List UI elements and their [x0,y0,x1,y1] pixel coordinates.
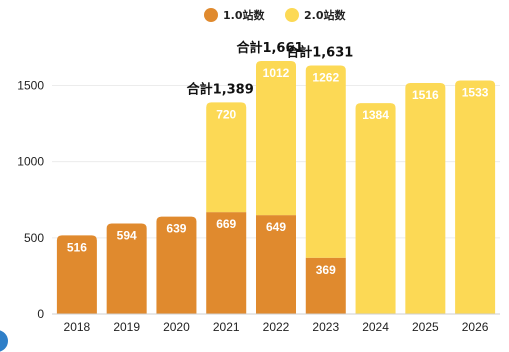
bar-value-label: 669 [216,217,236,231]
y-axis: 0 500 1000 1500 [17,78,44,321]
bar-value-label: 639 [166,222,186,236]
bar-segment [305,65,346,258]
bar-value-label: 649 [266,220,286,234]
bar-segment [305,257,346,314]
bar-segment [355,103,396,315]
bar-value-label: 1262 [312,71,339,85]
y-tick-label: 0 [37,307,44,321]
y-tick-label: 500 [24,231,44,245]
x-tick-label: 2025 [412,320,439,334]
bars: 516 594 639 669 720 649 1012 369 1262 1384 1516 153… [56,60,496,315]
x-tick-label: 2026 [462,320,489,334]
bar-segment [405,83,446,314]
y-tick-label: 1500 [17,78,44,92]
bar-value-label: 720 [216,107,236,121]
bar-segment [206,212,247,314]
x-tick-label: 2020 [163,320,190,334]
bar-segment [455,80,496,315]
legend-label-series-2: 2.0站数 [304,8,346,22]
bar-segment [256,60,296,216]
bar-segment [56,235,97,314]
total-label: 合計1,631 [286,45,353,61]
bar-value-label: 1012 [263,66,290,80]
bar-value-label: 1384 [362,108,389,122]
total-label: 合計1,661 [236,40,303,56]
total-label: 合計1,389 [187,81,254,97]
legend-label-series-1: 1.0站数 [223,8,265,22]
x-tick-label: 2021 [213,320,240,334]
bar-value-label: 594 [117,229,137,243]
bar-value-label: 1533 [462,85,489,99]
bar-value-label: 369 [316,263,336,277]
y-tick-label: 1000 [17,155,44,169]
bar-value-label: 516 [67,240,87,254]
bar-segment [206,102,247,213]
legend-swatch-series-1 [204,8,218,22]
bar-segment [106,223,147,314]
bar-value-label: 1516 [412,88,439,102]
bar-segment [156,216,197,314]
x-tick-label: 2018 [64,320,91,334]
x-tick-label: 2022 [263,320,290,334]
legend: 1.0站数 2.0站数 [204,8,346,22]
x-tick-label: 2023 [312,320,339,334]
legend-swatch-series-2 [285,8,299,22]
bar-segment [256,215,296,314]
x-tick-label: 2019 [113,320,140,334]
x-axis: 2018 2019 2020 2021 2022 2023 2024 2025 2026 [52,313,500,334]
stacked-bar-chart: 0 500 1000 1500 516 594 639 669 720 649 1012 369 12… [17,8,500,334]
x-tick-label: 2024 [362,320,389,334]
